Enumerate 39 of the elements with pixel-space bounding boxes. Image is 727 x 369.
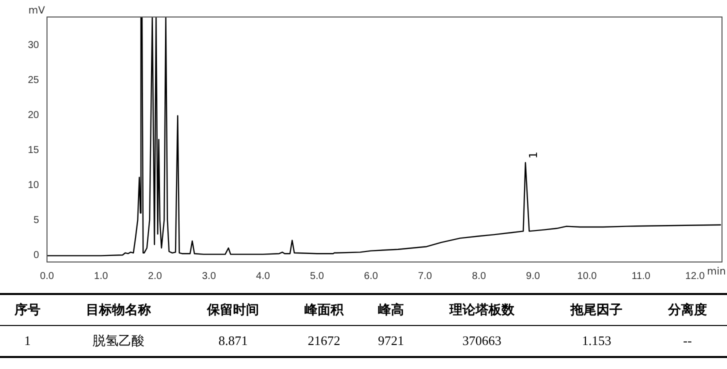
x-tick-label: 6.0 [364, 270, 378, 282]
x-tick-label: 2.0 [148, 270, 162, 282]
x-tick-label: 10.0 [577, 270, 598, 282]
x-tick-label: 1.0 [94, 270, 108, 282]
y-tick-label: 20 [28, 110, 40, 121]
x-tick-label: 3.0 [202, 270, 216, 282]
text: 拖尾因子 [545, 294, 648, 326]
x-tick-label: 11.0 [632, 270, 651, 282]
text: 序号 [0, 294, 56, 326]
text: 370663 [418, 326, 546, 357]
x-tick-label: 12.0 [685, 270, 706, 282]
x-tick-label: 5.0 [310, 270, 324, 282]
x-tick-label: 7.0 [418, 270, 432, 282]
text: 9721 [363, 326, 419, 357]
text: 理论塔板数 [418, 294, 546, 326]
text: 峰面积 [284, 294, 364, 326]
annotation: 1 [526, 152, 540, 159]
text: -- [648, 326, 727, 357]
text: 8.871 [182, 326, 285, 357]
y-tick-label: 0 [33, 250, 40, 261]
text: 目标物名称 [55, 294, 182, 326]
text: 峰高 [363, 294, 419, 326]
text: 1 [0, 326, 56, 357]
x-tick-label: 9.0 [526, 270, 540, 282]
text: 分离度 [648, 294, 727, 326]
y-tick-label: 15 [28, 144, 40, 156]
x-axis-title: min [707, 266, 726, 278]
text: 保留时间 [182, 294, 285, 326]
y-axis-title: mV [28, 6, 46, 17]
x-tick-label: 4.0 [256, 270, 270, 282]
text: 1.153 [545, 326, 648, 357]
text: 脱氢乙酸 [55, 326, 182, 357]
y-tick-label: 25 [28, 74, 40, 86]
x-tick-label: 0.0 [40, 270, 54, 282]
y-tick-label: 10 [28, 180, 40, 191]
y-tick-label: 5 [33, 214, 40, 226]
x-tick-label: 8.0 [472, 270, 486, 282]
y-tick-label: 30 [28, 40, 40, 51]
text: 21672 [284, 326, 364, 357]
